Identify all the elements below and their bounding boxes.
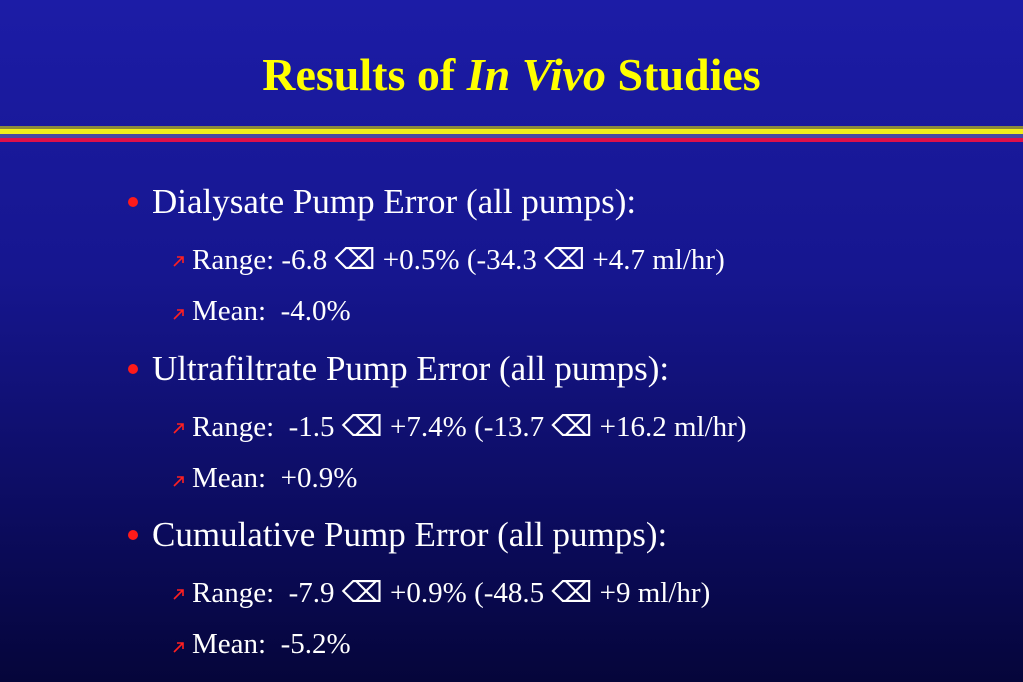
bullet-text: Cumulative Pump Error (all pumps): (152, 515, 668, 554)
sub-bullet-arrow (172, 254, 186, 273)
rule-red (0, 138, 1023, 142)
slide-title: Results of In Vivo Studies (0, 48, 1023, 101)
sub-bullet-text: Mean: +0.9% (192, 462, 358, 494)
bullet-text: Dialysate Pump Error (all pumps): (152, 182, 637, 221)
title-italic: In Vivo (466, 49, 607, 100)
bullet-dot (128, 530, 138, 540)
sub-bullet-text: Range: -6.8 ⌫ +0.5% (-34.3 ⌫ +4.7 ml/hr) (192, 244, 725, 276)
sub-bullet-text: Mean: -4.0% (192, 295, 351, 327)
title-text: Studies (606, 49, 761, 100)
rule-gap (0, 134, 1023, 138)
arrow-icon (173, 476, 184, 487)
arrow-icon (173, 256, 184, 267)
sub-bullet-arrow (172, 640, 186, 659)
sub-bullet-arrow (172, 474, 186, 493)
arrow-icon (173, 309, 184, 320)
arrow-icon (173, 642, 184, 653)
sub-bullet-text: Range: -7.9 ⌫ +0.9% (-48.5 ⌫ +9 ml/hr) (192, 577, 711, 609)
sub-bullet-text: Mean: -5.2% (192, 628, 351, 660)
sub-bullet-arrow (172, 587, 186, 606)
sub-bullet-text: Range: -1.5 ⌫ +7.4% (-13.7 ⌫ +16.2 ml/hr… (192, 411, 747, 443)
sub-bullet-arrow (172, 421, 186, 440)
title-text: Results of (262, 49, 467, 100)
bullet-text: Ultrafiltrate Pump Error (all pumps): (152, 349, 670, 388)
sub-bullet-arrow (172, 307, 186, 326)
arrow-icon (173, 423, 184, 434)
rule-yellow (0, 129, 1023, 134)
bullet-dot (128, 197, 138, 207)
arrow-icon (173, 589, 184, 600)
bullet-dot (128, 364, 138, 374)
rule-olive (0, 126, 1023, 129)
